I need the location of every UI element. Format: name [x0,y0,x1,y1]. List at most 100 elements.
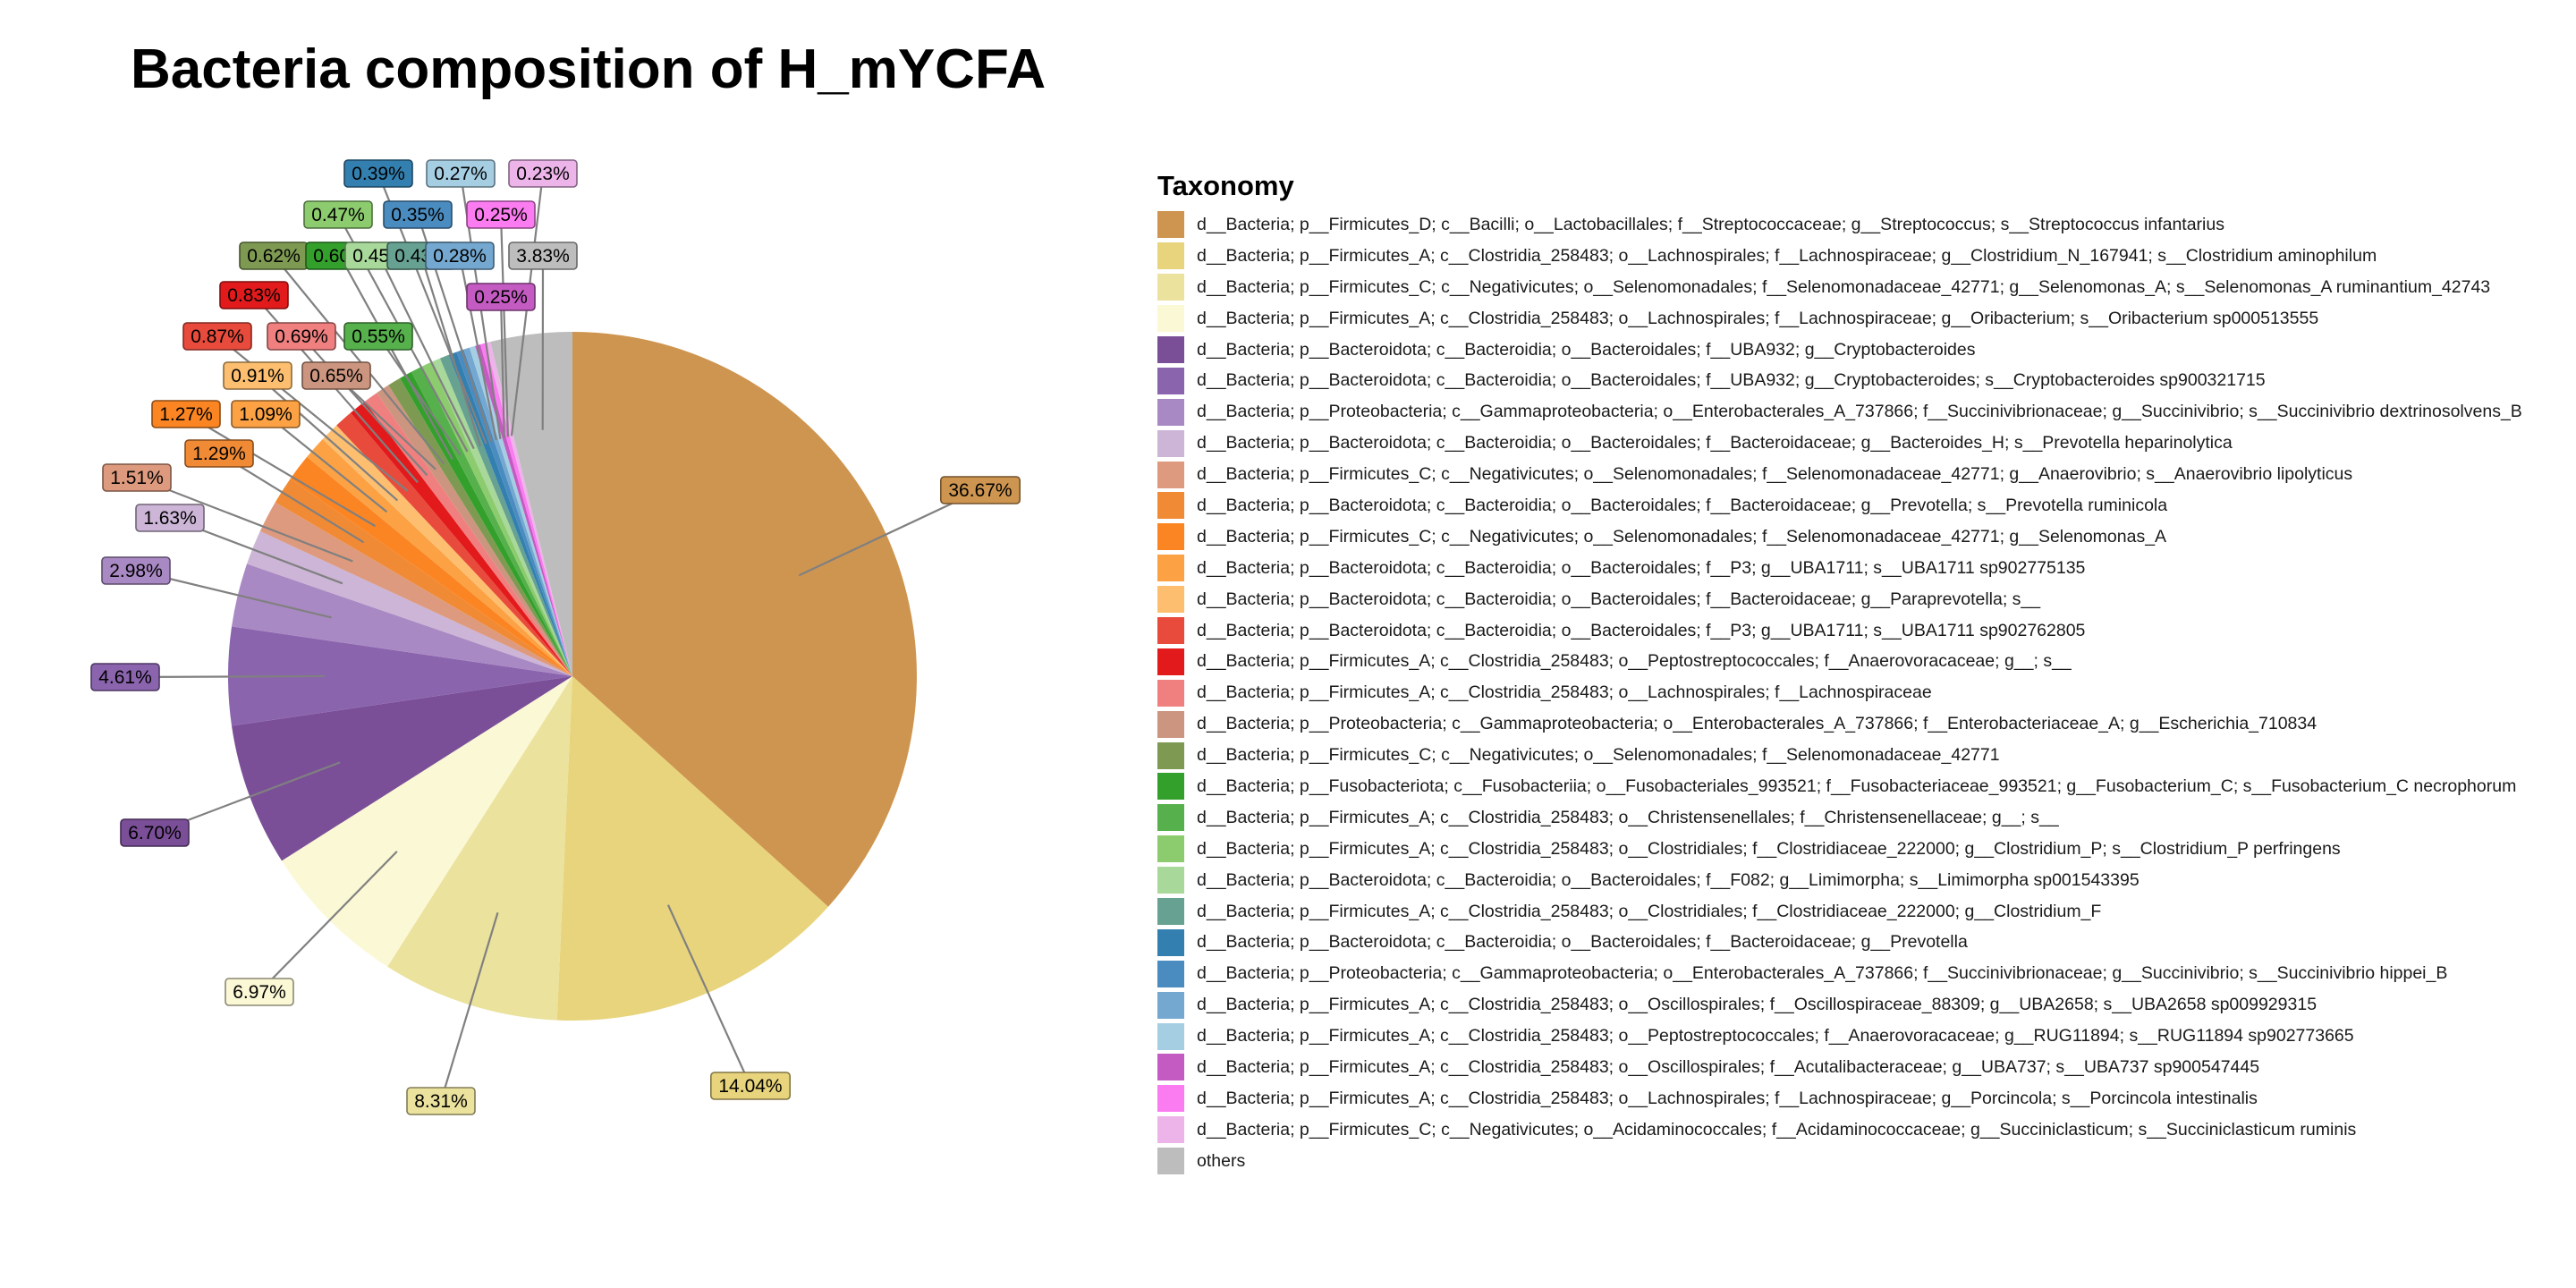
legend-label: d__Bacteria; p__Bacteroidota; c__Bactero… [1197,433,2233,453]
pie-slice-14 [336,412,572,676]
slice-label-text: 1.09% [239,404,292,425]
slice-label-box [466,283,536,311]
slice-label-10: 1.29% [184,439,254,468]
slice-label-6: 4.61% [90,663,160,691]
legend-item-d-bacteria-p-firmicutes-a-c-clostridia-258483-o-: d__Bacteria; p__Firmicutes_A; c__Clostri… [1157,1052,2522,1083]
leader-line-28 [499,296,505,438]
legend-swatch [1157,523,1184,551]
slice-label-text: 1.63% [143,508,197,529]
pie-slice-5 [232,676,572,861]
slice-label-box [151,400,221,428]
slice-label-box [101,556,171,585]
legend: d__Bacteria; p__Firmicutes_D; c__Bacilli… [1157,209,2522,1177]
slice-label-21: 0.47% [303,200,373,229]
slice-label-text: 2.98% [109,561,163,581]
pie-slice-17 [377,385,572,676]
slice-label-box [940,476,1021,504]
legend-swatch [1157,305,1184,333]
chart-title: Bacteria composition of H_mYCFA [131,38,1046,100]
legend-swatch [1157,741,1184,769]
legend-label: d__Bacteria; p__Firmicutes_A; c__Clostri… [1197,682,1932,703]
slice-label-box [303,200,373,229]
slice-label-30: 0.23% [508,159,578,188]
slice-label-12: 1.09% [231,400,301,428]
legend-label: d__Bacteria; p__Firmicutes_A; c__Clostri… [1197,1026,2354,1046]
pie-slice-13 [322,425,572,676]
slice-label-box [223,361,292,390]
pie-slice-24 [448,352,572,676]
legend-label: d__Bacteria; p__Fusobacteriota; c__Fusob… [1197,775,2517,796]
legend-label: d__Bacteria; p__Firmicutes_A; c__Clostri… [1197,1088,2258,1108]
slice-label-14: 0.87% [182,322,252,351]
legend-swatch [1157,429,1184,457]
slice-label-box [219,281,289,309]
pie-slice-21 [421,361,572,676]
pie-slice-10 [275,479,572,676]
leader-line-18 [273,255,445,465]
slice-label-text: 0.69% [275,326,328,347]
legend-label: d__Bacteria; p__Firmicutes_D; c__Bacilli… [1197,214,2224,234]
leader-line-12 [265,413,388,513]
legend-swatch [1157,835,1184,863]
leader-line-13 [257,375,399,502]
slice-label-text: 6.70% [128,823,182,843]
slice-label-box [301,361,371,390]
leader-line-17 [335,375,436,470]
slice-label-text: 3.83% [516,246,570,267]
legend-item-d-bacteria-p-firmicutes-a-c-clostridia-258483-o-: d__Bacteria; p__Firmicutes_A; c__Clostri… [1157,303,2522,335]
legend-item-d-bacteria-p-fusobacteriota-c-fusobacteriia-o-fu: d__Bacteria; p__Fusobacteriota; c__Fusob… [1157,771,2522,802]
leader-line-3 [439,912,499,1102]
legend-label: d__Bacteria; p__Firmicutes_A; c__Clostri… [1197,651,2072,672]
legend-swatch [1157,648,1184,675]
legend-label: d__Bacteria; p__Firmicutes_A; c__Clostri… [1197,807,2059,827]
slice-label-text: 0.25% [474,287,528,308]
legend-label: d__Bacteria; p__Bacteroidota; c__Bactero… [1197,589,2041,609]
legend-swatch [1157,960,1184,987]
legend-swatch [1157,991,1184,1019]
legend-item-d-bacteria-p-firmicutes-a-c-clostridia-258483-o-: d__Bacteria; p__Firmicutes_A; c__Clostri… [1157,802,2522,834]
slice-label-box [508,159,578,188]
legend-swatch [1157,898,1184,926]
legend-swatch [1157,1085,1184,1113]
legend-swatch [1157,586,1184,614]
slice-label-box [466,200,536,229]
pie-slice-8 [247,530,572,676]
legend-label: d__Bacteria; p__Bacteroidota; c__Bactero… [1197,557,2086,578]
slice-label-29: 0.25% [466,200,536,229]
legend-label: others [1197,1150,1246,1171]
slice-label-text: 0.47% [311,205,365,225]
legend-item-d-bacteria-p-bacteroidota-c-bacteroidia-o-bacter: d__Bacteria; p__Bacteroidota; c__Bactero… [1157,365,2522,396]
legend-item-d-bacteria-p-bacteroidota-c-bacteroidia-o-bacter: d__Bacteria; p__Bacteroidota; c__Bactero… [1157,865,2522,896]
slice-label-text: 0.35% [391,205,445,225]
legend-swatch [1157,1022,1184,1050]
pie-slice-26 [463,347,572,676]
legend-item-d-bacteria-p-proteobacteria-c-gammaproteobacteri: d__Bacteria; p__Proteobacteria; c__Gamma… [1157,708,2522,740]
legend-swatch [1157,867,1184,894]
slice-label-box [343,322,413,351]
slice-label-box [225,978,294,1006]
legend-swatch [1157,710,1184,738]
leader-line-20 [377,335,462,456]
slice-label-text: 0.28% [433,246,487,267]
slice-label-text: 0.23% [516,164,570,184]
legend-item-d-bacteria-p-bacteroidota-c-bacteroidia-o-bacter: d__Bacteria; p__Bacteroidota; c__Bactero… [1157,584,2522,615]
slice-label-13: 0.91% [223,361,292,390]
legend-label: d__Bacteria; p__Bacteroidota; c__Bactero… [1197,620,2086,640]
legend-item-d-bacteria-p-firmicutes-a-c-clostridia-258483-o-: d__Bacteria; p__Firmicutes_A; c__Clostri… [1157,1021,2522,1052]
slice-label-box [425,242,495,270]
legend-item-others: others [1157,1146,2522,1177]
slice-label-box [184,439,254,468]
legend-item-d-bacteria-p-bacteroidota-c-bacteroidia-o-bacter: d__Bacteria; p__Bacteroidota; c__Bactero… [1157,490,2522,521]
slice-label-box [508,242,578,270]
slice-label-31: 3.83% [508,242,578,270]
slice-label-box [406,1087,476,1115]
slice-label-27: 0.27% [426,159,496,188]
slice-label-text: 1.51% [110,468,164,488]
pie-slice-2 [556,676,828,1021]
slice-label-8: 1.63% [135,504,205,532]
legend-swatch [1157,617,1184,645]
pie-chart: 36.67% 14.04% 8.31% 6.97% 6.70% 4.61% 2.98% 1.6… [90,159,1021,1115]
legend-swatch [1157,274,1184,301]
slice-label-text: 6.97% [233,982,286,1003]
legend-item-d-bacteria-p-firmicutes-a-c-clostridia-258483-o-: d__Bacteria; p__Firmicutes_A; c__Clostri… [1157,834,2522,865]
